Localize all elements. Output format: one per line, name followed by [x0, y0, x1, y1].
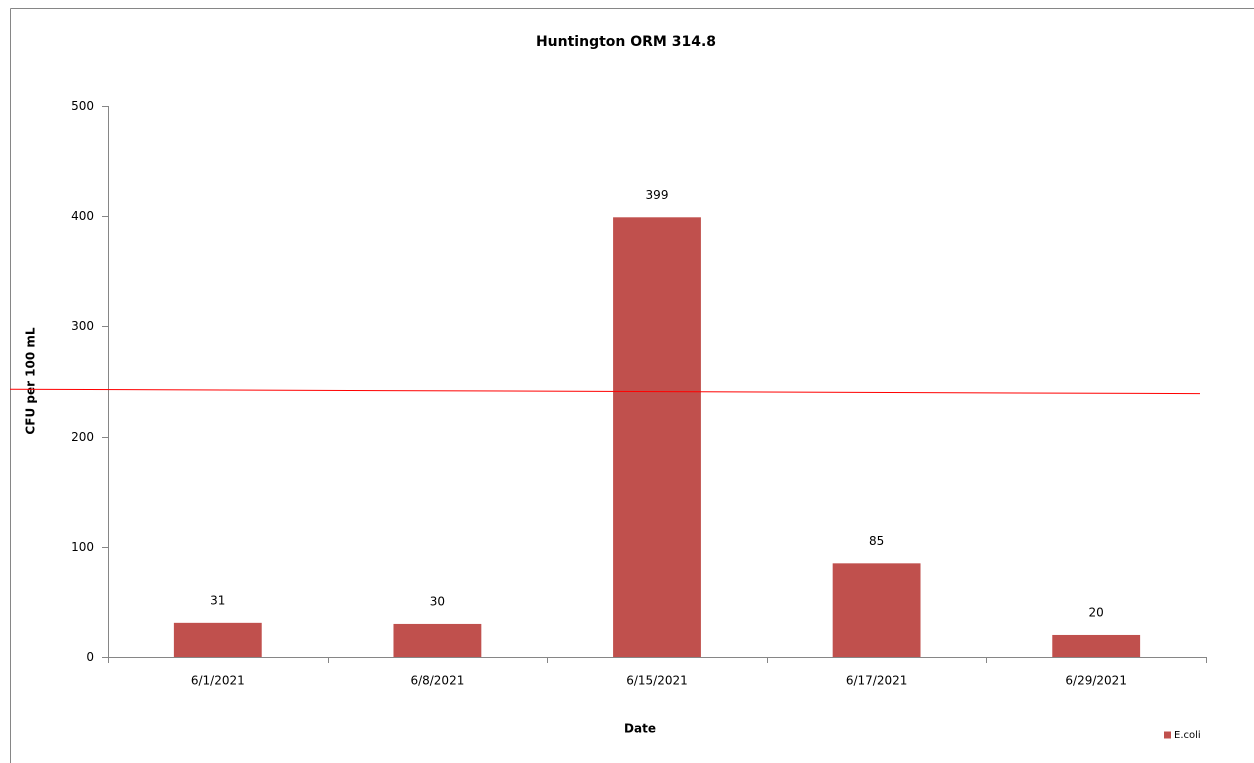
chart-title: Huntington ORM 314.8 — [536, 34, 716, 50]
y-axis-title: CFU per 100 mL — [24, 327, 38, 434]
x-axis-title: Date — [624, 722, 656, 736]
x-tick-label: 6/17/2021 — [846, 674, 908, 688]
reference-line — [9, 388, 1201, 395]
data-label: 399 — [646, 188, 669, 202]
x-tick-label: 6/15/2021 — [626, 674, 688, 688]
y-tick-label: 100 — [71, 540, 94, 554]
bar — [832, 563, 921, 657]
bar — [173, 622, 262, 657]
data-label: 20 — [1089, 605, 1104, 619]
bar — [1052, 634, 1141, 657]
legend-swatch — [1164, 731, 1171, 739]
x-tick-label: 6/1/2021 — [191, 674, 245, 688]
data-label: 85 — [869, 534, 884, 548]
x-tick-label: 6/29/2021 — [1065, 674, 1127, 688]
y-tick-label: 400 — [71, 209, 94, 223]
data-label: 30 — [430, 594, 445, 608]
y-tick-label: 300 — [71, 319, 94, 333]
y-tick-label: 200 — [71, 430, 94, 444]
y-tick-label: 0 — [86, 650, 94, 664]
data-label: 31 — [210, 593, 225, 607]
bar — [393, 623, 482, 657]
bar — [613, 217, 701, 657]
y-tick-label: 500 — [71, 99, 94, 113]
legend-label: E.coli — [1174, 730, 1201, 741]
x-tick-label: 6/8/2021 — [410, 674, 464, 688]
